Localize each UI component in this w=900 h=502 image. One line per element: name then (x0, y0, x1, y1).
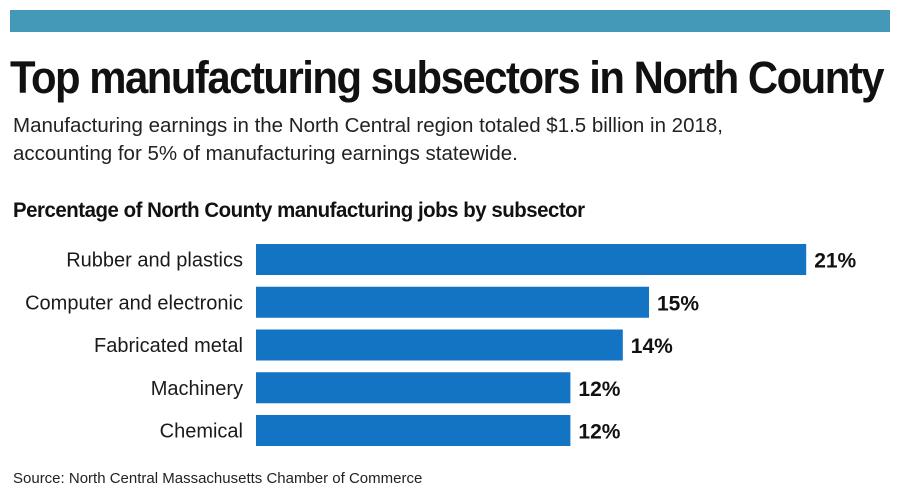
bar-machinery (256, 372, 571, 404)
header-accent-bar (10, 10, 890, 32)
value-label-computer-and-electronic: 15% (657, 292, 699, 315)
bar-chart: Rubber and plastics 21% Computer and elect… (25, 244, 857, 446)
category-label-fabricated-metal: Fabricated metal (94, 335, 243, 357)
category-label-chemical: Chemical (160, 421, 243, 443)
category-label-rubber-and-plastics: Rubber and plastics (66, 250, 243, 272)
bar-chemical (256, 415, 571, 446)
value-label-fabricated-metal: 14% (631, 335, 673, 358)
chart-title: Percentage of North County manufacturing… (13, 198, 585, 222)
bar-fabricated-metal (256, 329, 623, 361)
value-label-rubber-and-plastics: 21% (814, 250, 856, 273)
page-title: Top manufacturing subsectors in North Co… (10, 52, 885, 103)
category-label-machinery: Machinery (151, 378, 243, 400)
subtitle-line-2: accounting for 5% of manufacturing earni… (13, 142, 518, 165)
value-label-chemical: 12% (578, 421, 620, 444)
category-label-computer-and-electronic: Computer and electronic (25, 292, 243, 314)
subtitle-line-1: Manufacturing earnings in the North Cent… (13, 114, 723, 137)
bar-rubber-and-plastics (256, 244, 807, 275)
subtitle: Manufacturing earnings in the North Cent… (13, 112, 873, 168)
source-note: Source: North Central Massachusetts Cham… (13, 470, 423, 487)
bar-computer-and-electronic (256, 286, 649, 318)
value-label-machinery: 12% (578, 378, 620, 401)
